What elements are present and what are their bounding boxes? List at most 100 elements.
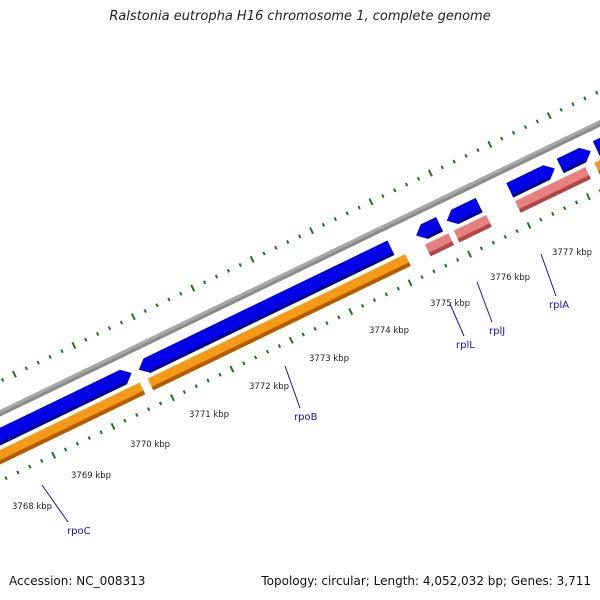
- kbp-label: 3770 kbp: [130, 440, 170, 450]
- outer-tick: [226, 268, 231, 273]
- gene-label-rpoB[interactable]: rpoB: [294, 412, 318, 423]
- outer-tick: [595, 90, 599, 95]
- inner-tick: [206, 378, 210, 383]
- inner-tick: [360, 303, 365, 308]
- inner-tick: [123, 418, 127, 423]
- inner-tick: [170, 394, 175, 402]
- outer-tick: [84, 337, 88, 342]
- outer-tick: [214, 274, 219, 279]
- inner-tick: [348, 307, 354, 316]
- inner-tick: [242, 361, 246, 366]
- gene-labels: rpoC rpoB rplL rplJ rplA: [41, 253, 569, 537]
- gene-label-rplJ[interactable]: rplJ: [489, 326, 505, 337]
- pink-feature-3-shade: [518, 175, 591, 213]
- outer-tick: [202, 280, 207, 285]
- orf-track: [0, 159, 600, 465]
- feature-rpoB-shade: [149, 252, 395, 373]
- gene-label-rplA[interactable]: rplA: [549, 300, 569, 311]
- inner-tick: [444, 263, 448, 268]
- inner-tick: [420, 275, 424, 280]
- inner-tick: [337, 315, 341, 320]
- pink-feature-2-shade: [457, 223, 492, 243]
- gene-callout-line: [449, 303, 465, 337]
- inner-tick: [110, 422, 116, 431]
- backbone-ring-highlight: [0, 120, 600, 414]
- inner-tick: [372, 298, 377, 303]
- inner-tick: [147, 407, 151, 412]
- inner-tick: [16, 470, 20, 475]
- gene-callout-line: [476, 281, 493, 323]
- outer-tick: [155, 303, 159, 308]
- outer-tick: [523, 125, 528, 130]
- outer-tick: [179, 291, 183, 296]
- inner-tick: [539, 217, 543, 222]
- inner-tick: [585, 193, 591, 201]
- kbp-label: 3777 kbp: [552, 248, 592, 258]
- kbp-label: 3774 kbp: [369, 326, 409, 336]
- feature-rplJ-shade: [457, 209, 483, 225]
- topology-summary-text: Topology: circular; Length: 4,052,032 bp…: [261, 574, 591, 588]
- outer-tick: [535, 119, 540, 124]
- outer-tick: [321, 222, 326, 227]
- inner-tick: [28, 464, 32, 469]
- outer-tick: [274, 245, 278, 250]
- orf-segment-2-shade: [151, 262, 411, 391]
- feature-rpoC-shade: [0, 381, 128, 446]
- outer-tick: [333, 217, 337, 222]
- inner-tick: [182, 389, 186, 395]
- inner-tick-ring: [4, 189, 600, 481]
- inner-tick: [40, 458, 44, 463]
- inner-tick: [562, 206, 567, 211]
- inner-tick: [384, 292, 389, 297]
- outer-tick: [298, 234, 302, 239]
- inner-tick: [277, 344, 282, 349]
- outer-tick: [71, 341, 77, 350]
- forward-cds-track: [0, 137, 600, 446]
- gene-callout-line: [284, 365, 301, 409]
- outer-tick: [24, 366, 28, 371]
- outer-tick: [119, 320, 124, 325]
- outer-tick: [452, 159, 456, 164]
- kbp-label: 3768 kbp: [12, 502, 52, 512]
- inner-tick: [265, 349, 270, 354]
- outer-tick: [345, 211, 349, 216]
- outer-tick: [286, 240, 290, 245]
- outer-tick: [583, 96, 587, 101]
- inner-tick: [456, 257, 460, 262]
- kbp-label: 3772 kbp: [249, 382, 289, 392]
- outer-tick: [95, 331, 100, 336]
- feature-rplJ: [446, 197, 483, 225]
- outer-tick: [48, 354, 52, 359]
- kbp-label: 3776 kbp: [490, 273, 530, 283]
- kbp-label: 3773 kbp: [309, 354, 349, 364]
- map-title: Ralstonia eutropha H16 chromosome 1, com…: [109, 9, 491, 24]
- outer-tick: [427, 169, 433, 177]
- outer-tick: [167, 297, 171, 302]
- outer-tick: [464, 153, 468, 158]
- inner-tick: [432, 269, 436, 274]
- inner-tick: [194, 384, 198, 389]
- inner-tick: [301, 332, 305, 337]
- inner-tick: [4, 476, 8, 481]
- outer-tick: [368, 198, 374, 206]
- gene-label-rplL[interactable]: rplL: [456, 340, 475, 351]
- feature-rplA-shade: [511, 176, 551, 198]
- backbone-track: [0, 120, 600, 417]
- gene-label-rpoC[interactable]: rpoC: [67, 526, 91, 537]
- inner-tick: [229, 365, 235, 373]
- inner-tick: [51, 451, 57, 459]
- inner-tick: [515, 229, 519, 234]
- outer-tick: [440, 165, 444, 170]
- inner-tick: [491, 240, 495, 245]
- outer-tick: [60, 349, 64, 354]
- outer-tick-ring: [0, 90, 599, 382]
- inner-tick: [325, 321, 329, 326]
- pink-feature-2: [453, 215, 492, 243]
- feature-nusG: [592, 137, 600, 156]
- outer-tick: [511, 130, 516, 135]
- outer-tick: [476, 148, 480, 153]
- inner-tick: [135, 412, 139, 417]
- outer-tick: [36, 360, 40, 365]
